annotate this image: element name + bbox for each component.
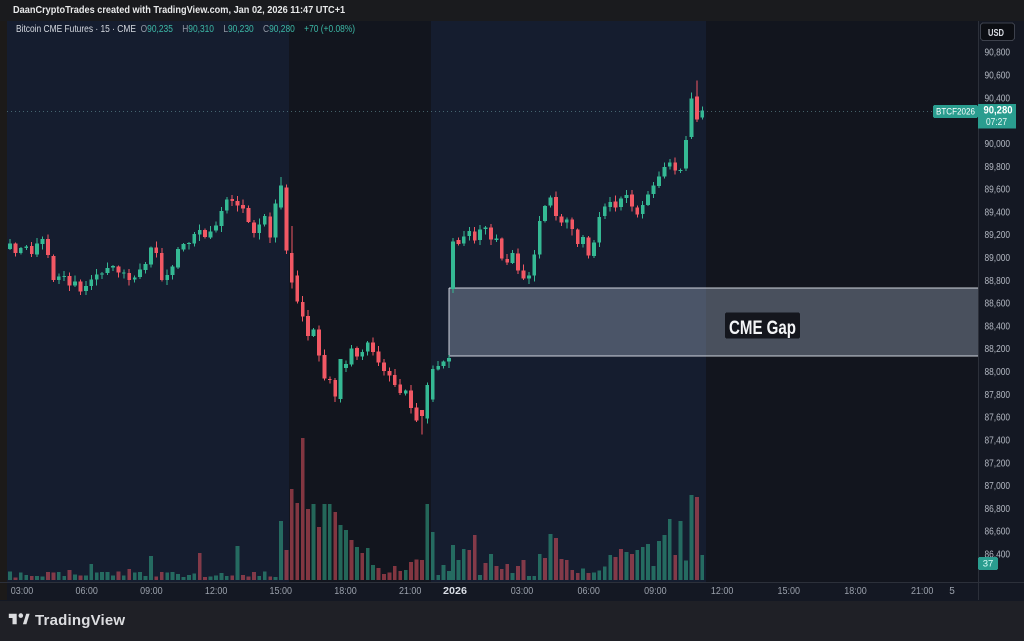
svg-text:09:00: 09:00 bbox=[644, 586, 667, 597]
svg-text:BTCF2026: BTCF2026 bbox=[936, 107, 975, 118]
svg-text:06:00: 06:00 bbox=[577, 586, 600, 597]
svg-text:88,200: 88,200 bbox=[985, 344, 1011, 355]
svg-text:03:00: 03:00 bbox=[511, 586, 534, 597]
svg-text:21:00: 21:00 bbox=[399, 586, 422, 597]
svg-text:09:00: 09:00 bbox=[140, 586, 163, 597]
svg-text:15:00: 15:00 bbox=[270, 586, 293, 597]
svg-text:37: 37 bbox=[983, 559, 994, 570]
svg-text:89,800: 89,800 bbox=[985, 162, 1011, 173]
svg-text:87,600: 87,600 bbox=[985, 413, 1011, 424]
svg-text:90,600: 90,600 bbox=[985, 71, 1011, 82]
svg-text:90,280: 90,280 bbox=[984, 105, 1013, 117]
svg-text:89,200: 89,200 bbox=[985, 230, 1011, 241]
svg-text:21:00: 21:00 bbox=[911, 586, 934, 597]
svg-text:5: 5 bbox=[949, 586, 955, 597]
svg-text:89,400: 89,400 bbox=[985, 207, 1011, 218]
svg-text:12:00: 12:00 bbox=[711, 586, 734, 597]
svg-text:89,600: 89,600 bbox=[985, 185, 1011, 196]
svg-text:88,800: 88,800 bbox=[985, 276, 1011, 287]
svg-text:90,000: 90,000 bbox=[985, 139, 1011, 150]
svg-text:06:00: 06:00 bbox=[75, 586, 98, 597]
svg-text:18:00: 18:00 bbox=[844, 586, 867, 597]
svg-text:12:00: 12:00 bbox=[205, 586, 228, 597]
svg-text:86,800: 86,800 bbox=[985, 504, 1011, 515]
svg-text:90,800: 90,800 bbox=[985, 48, 1011, 59]
svg-text:03:00: 03:00 bbox=[11, 586, 34, 597]
svg-text:CME Gap: CME Gap bbox=[729, 318, 796, 339]
svg-text:88,000: 88,000 bbox=[985, 367, 1011, 378]
svg-text:87,000: 87,000 bbox=[985, 481, 1011, 492]
svg-text:87,800: 87,800 bbox=[985, 390, 1011, 401]
svg-text:07:27: 07:27 bbox=[986, 117, 1007, 128]
svg-text:89,000: 89,000 bbox=[985, 253, 1011, 264]
svg-text:86,400: 86,400 bbox=[985, 550, 1011, 561]
svg-text:88,400: 88,400 bbox=[985, 321, 1011, 332]
svg-text:2026: 2026 bbox=[443, 586, 467, 597]
svg-text:18:00: 18:00 bbox=[334, 586, 357, 597]
svg-text:86,600: 86,600 bbox=[985, 527, 1011, 538]
svg-text:88,600: 88,600 bbox=[985, 299, 1011, 310]
svg-text:87,400: 87,400 bbox=[985, 436, 1011, 447]
svg-text:USD: USD bbox=[988, 27, 1004, 39]
svg-text:90,400: 90,400 bbox=[985, 93, 1011, 104]
svg-text:87,200: 87,200 bbox=[985, 458, 1011, 469]
svg-text:15:00: 15:00 bbox=[778, 586, 801, 597]
